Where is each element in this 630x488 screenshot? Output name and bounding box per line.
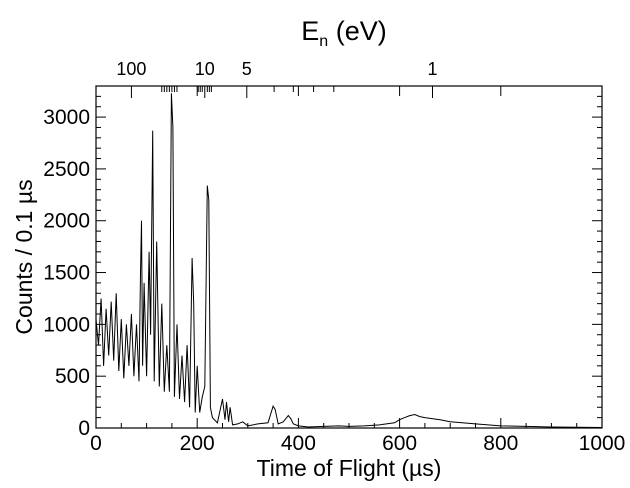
y-tick-label-1500: 1500	[43, 262, 90, 285]
y-tick-label-500: 500	[55, 365, 90, 388]
y-tick-label-3000: 3000	[43, 106, 90, 129]
y-tick-labels: 0 500 1000 1500 2000 2500 3000	[43, 106, 90, 440]
x-axis-title: Time of Flight (µs)	[257, 455, 442, 481]
top-tick-label-1: 10	[195, 59, 215, 79]
top-axis-title-rest: (eV)	[328, 16, 387, 46]
y-tick-label-0: 0	[78, 417, 90, 440]
top-tick-label-3: 1	[427, 59, 437, 79]
x-tick-label-200: 200	[180, 432, 215, 455]
top-axis-ticks	[130, 86, 433, 98]
x-tick-label-1000: 1000	[579, 432, 626, 455]
top-axis-title: En (eV)	[301, 16, 386, 50]
top-tick-labels: 100 10 5 1	[116, 59, 437, 79]
x-tick-labels: 0 200 400 600 800 1000	[90, 432, 625, 455]
y-tick-label-1000: 1000	[43, 313, 90, 336]
series-line-0	[95, 93, 603, 428]
top-axis-title-sub: n	[319, 33, 328, 50]
plot-frame	[95, 85, 603, 429]
x-tick-label-0: 0	[90, 432, 102, 455]
top-tick-label-0: 100	[116, 59, 146, 79]
top-tick-label-2: 5	[242, 59, 252, 79]
series-layer	[95, 93, 603, 428]
y-axis-title: Counts / 0.1 µs	[11, 179, 37, 334]
svg-text:En (eV): En (eV)	[301, 16, 386, 50]
y-tick-label-2500: 2500	[43, 158, 90, 181]
top-axis-title-main: E	[301, 16, 319, 46]
y-axis-ticks	[96, 85, 602, 429]
x-tick-label-600: 600	[382, 432, 417, 455]
y-tick-label-2000: 2000	[43, 210, 90, 233]
x-axis-ticks	[95, 86, 603, 428]
x-tick-label-800: 800	[483, 432, 518, 455]
x-tick-label-400: 400	[281, 432, 316, 455]
